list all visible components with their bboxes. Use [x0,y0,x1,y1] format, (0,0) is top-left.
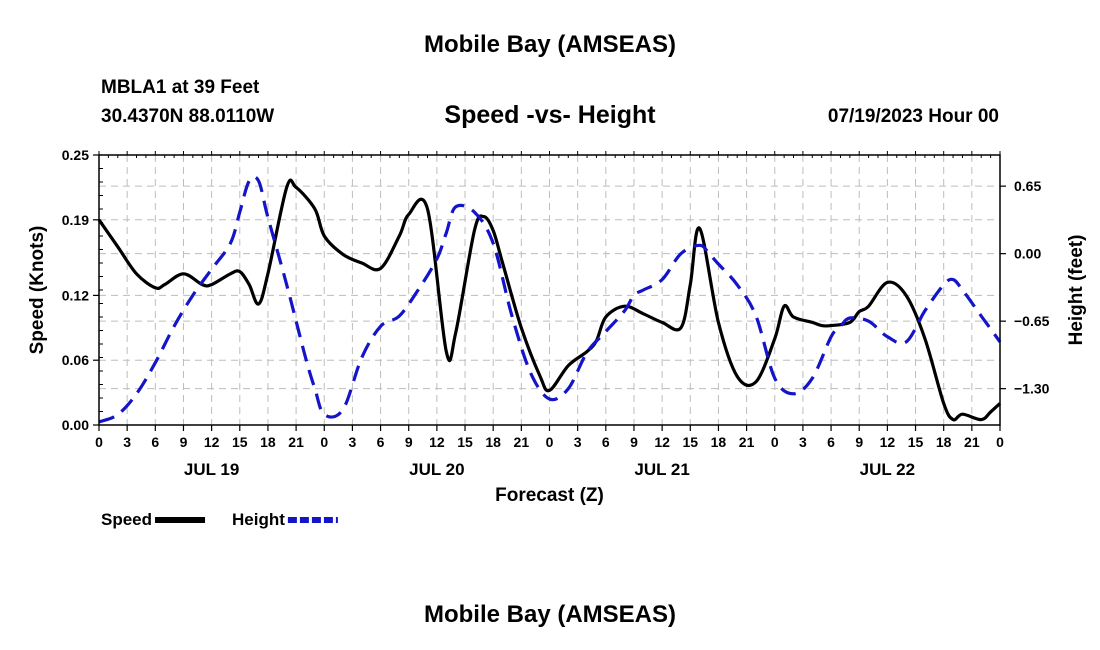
y2-axis-title: Height (feet) [1066,235,1087,346]
y-tick-label: 0.19 [62,212,89,228]
x-tick-label: 21 [288,434,304,450]
y-tick-label: 0.12 [62,287,89,303]
x-tick-label: 12 [204,434,220,450]
x-tick-label: 12 [880,434,896,450]
y-tick-label: 0.25 [62,147,89,163]
x-tick-label: 12 [654,434,670,450]
x-tick-label: 15 [457,434,473,450]
x-tick-label: 3 [799,434,807,450]
x-tick-label: 15 [232,434,248,450]
x-tick-label: 9 [630,434,638,450]
axis-labels: 0.00 0.06 0.12 0.19 0.25 0.65 0.00 −0.65 −1.30 0 3… [27,147,1087,506]
x-tick-label: 18 [936,434,952,450]
y-tick-label: 0.06 [62,352,89,368]
grid-lines [99,155,1000,425]
y-tick-label: 0.00 [62,417,89,433]
coordinates-label: 30.4370N 88.0110W [101,106,275,127]
x-tick-label: 18 [485,434,501,450]
x-tick-label: 18 [711,434,727,450]
y2-tick-label: 0.00 [1014,246,1041,262]
x-tick-label: 9 [405,434,413,450]
y2-tick-label: 0.65 [1014,178,1041,194]
day-label: JUL 21 [634,460,689,479]
axis-ticks [93,151,1006,431]
day-label: JUL 19 [184,460,239,479]
x-tick-label: 0 [996,434,1004,450]
x-tick-label: 9 [180,434,188,450]
legend-label-speed: Speed [101,510,152,529]
x-tick-label: 6 [602,434,610,450]
chart-title: Mobile Bay (AMSEAS) [423,31,677,58]
x-tick-label: 12 [429,434,445,450]
x-tick-label: 0 [320,434,328,450]
x-tick-label: 3 [123,434,131,450]
day-label: JUL 22 [860,460,915,479]
y2-tick-label: −1.30 [1014,381,1050,397]
station-label: MBLA1 at 39 Feet [101,77,260,98]
legend: Speed Height [101,510,338,529]
x-tick-label: 15 [682,434,698,450]
chart-subtitle: Speed -vs- Height [444,101,656,129]
y2-tick-label: −0.65 [1014,313,1050,329]
height-series-line [98,175,1002,424]
x-tick-label: 0 [546,434,554,450]
x-tick-label: 21 [739,434,755,450]
x-tick-label: 9 [855,434,863,450]
x-tick-label: 3 [574,434,582,450]
x-tick-label: 6 [377,434,385,450]
x-tick-label: 15 [908,434,924,450]
x-tick-label: 21 [514,434,530,450]
x-tick-label: 6 [827,434,835,450]
x-tick-label: 21 [964,434,980,450]
x-axis-title: Forecast (Z) [495,485,604,506]
x-tick-label: 18 [260,434,276,450]
day-label: JUL 20 [409,460,464,479]
x-tick-label: 3 [349,434,357,450]
data-series [97,175,1002,424]
forecast-timestamp: 07/19/2023 Hour 00 [827,106,999,127]
x-tick-label: 6 [151,434,159,450]
speed-series-line [97,178,1002,422]
x-tick-label: 0 [95,434,103,450]
footer-title: Mobile Bay (AMSEAS) [423,601,677,628]
legend-label-height: Height [232,510,285,529]
x-tick-label: 0 [771,434,779,450]
y-axis-title: Speed (Knots) [27,226,48,355]
